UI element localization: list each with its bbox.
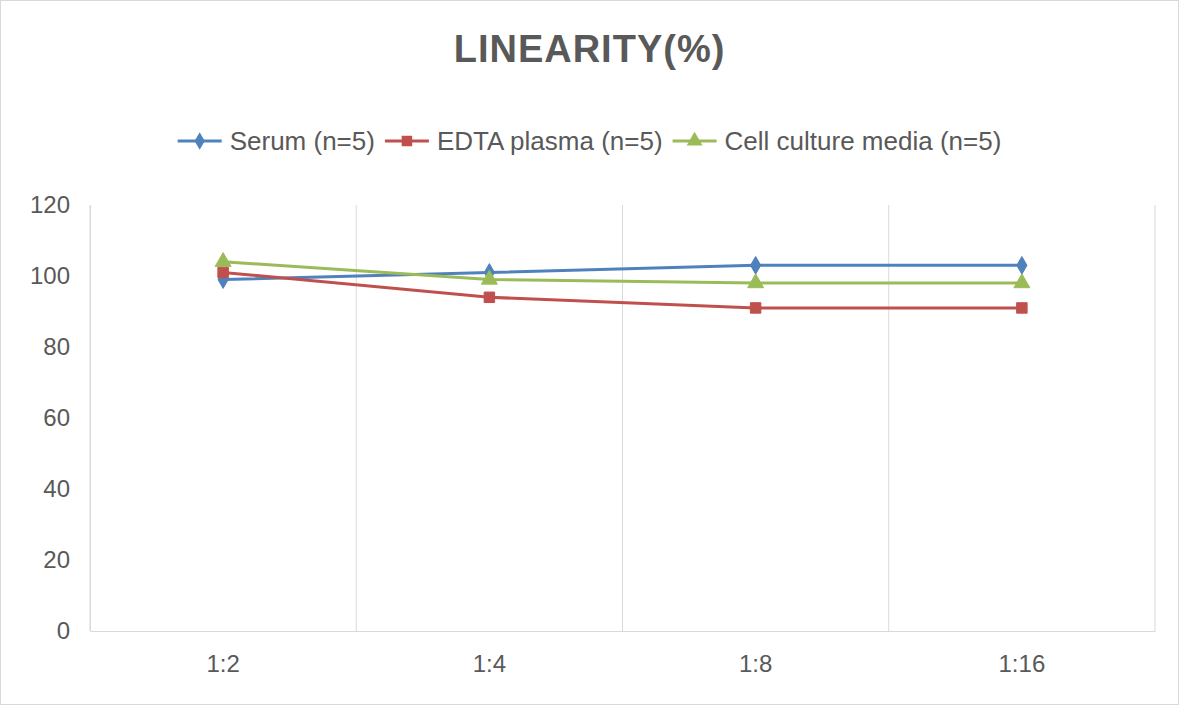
- x-axis-line: [91, 631, 1156, 632]
- legend: Serum (n=5) EDTA plasma (n=5) Cell culture…: [178, 126, 1002, 156]
- legend-item: EDTA plasma (n=5): [385, 126, 663, 156]
- series-marker: [748, 274, 764, 288]
- y-tick-label: 60: [43, 404, 70, 431]
- y-tick: 60: [43, 404, 90, 431]
- grid-line: [90, 205, 91, 631]
- series-line: [223, 265, 1022, 279]
- x-tick: 1:8: [739, 631, 772, 677]
- x-tick: 1:16: [999, 631, 1046, 677]
- series-line: [223, 272, 1022, 308]
- x-tick-label: 1:2: [206, 650, 239, 677]
- grid-line: [888, 205, 889, 631]
- series-marker: [1017, 257, 1027, 275]
- legend-item: Cell culture media (n=5): [673, 126, 1002, 156]
- chart-border: [1, 1, 1179, 705]
- y-tick-label: 0: [57, 617, 70, 644]
- y-tick-label: 80: [43, 333, 70, 360]
- legend-item: Serum (n=5): [178, 126, 375, 156]
- y-tick-label: 20: [43, 546, 70, 573]
- x-tick: 1:4: [473, 631, 506, 677]
- series-line: [223, 262, 1022, 283]
- x-tick-label: 1:16: [999, 650, 1046, 677]
- series-marker: [1017, 303, 1027, 313]
- y-axis: 0 20 40 60 80 100 120: [30, 191, 91, 644]
- legend-label: Cell culture media (n=5): [725, 126, 1002, 156]
- y-tick-label: 40: [43, 475, 70, 502]
- legend-label: Serum (n=5): [230, 126, 375, 156]
- series-marker: [1014, 274, 1030, 288]
- chart: 0 20 40 60 80 100 120 1:2 1:4 1:8 1:16 LINEARITY(%)…: [0, 0, 1179, 705]
- y-tick: 80: [43, 333, 90, 360]
- x-tick: 1:2: [206, 631, 239, 677]
- series-marker: [218, 267, 228, 277]
- y-tick-label: 120: [30, 191, 70, 218]
- y-tick: 100: [30, 262, 90, 289]
- legend-marker: [687, 132, 703, 146]
- legend-marker: [402, 136, 412, 146]
- y-tick: 20: [43, 546, 90, 573]
- legend-label: EDTA plasma (n=5): [437, 126, 663, 156]
- series-marker: [481, 270, 497, 284]
- series-marker: [215, 253, 231, 267]
- x-tick-label: 1:4: [473, 650, 506, 677]
- y-tick: 120: [30, 191, 90, 218]
- y-tick-label: 100: [30, 262, 70, 289]
- grid-line: [1155, 205, 1156, 631]
- series-marker: [751, 257, 761, 275]
- legend-marker: [195, 132, 205, 150]
- y-tick: 40: [43, 475, 90, 502]
- series-marker: [484, 292, 494, 302]
- y-tick: 0: [57, 617, 90, 644]
- grid-line: [356, 205, 357, 631]
- series-marker: [750, 303, 760, 313]
- plot-area: [215, 253, 1030, 314]
- title: LINEARITY(%): [454, 28, 726, 70]
- y-axis-line: [90, 206, 91, 632]
- x-axis: 1:2 1:4 1:8 1:16: [91, 631, 1156, 677]
- grid: [90, 205, 1155, 631]
- x-tick-label: 1:8: [739, 650, 772, 677]
